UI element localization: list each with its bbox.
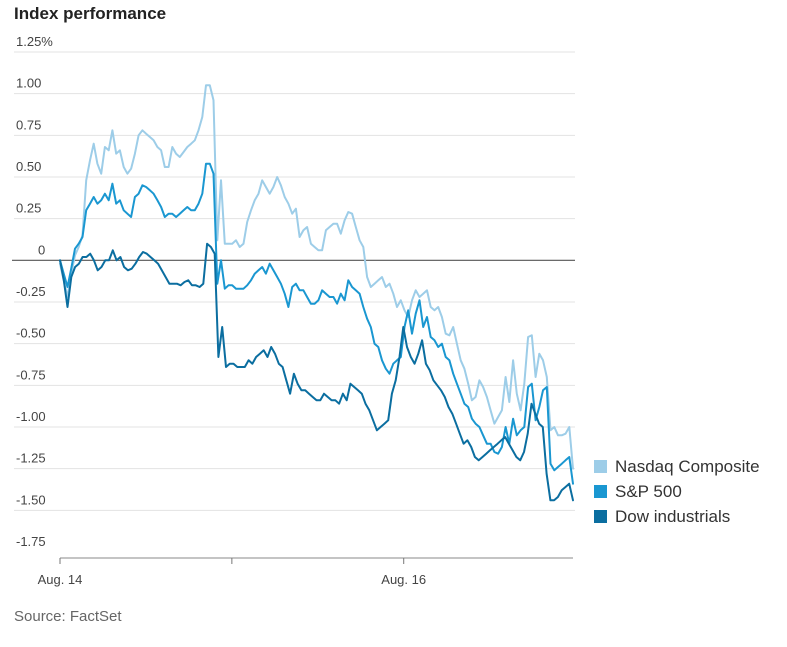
legend-label-dow-industrials: Dow industrials — [615, 507, 730, 526]
legend-label-s-p-500: S&P 500 — [615, 482, 682, 501]
series-line-dow-industrials — [59, 242, 574, 502]
legend-swatch-s-p-500 — [594, 485, 607, 498]
y-tick-label: -0.50 — [16, 326, 46, 341]
x-tick-label: Aug. 14 — [38, 572, 83, 587]
y-tick-label: 0.50 — [16, 159, 41, 174]
y-tick-label: -1.00 — [16, 409, 46, 424]
y-axis-ticks: 1.25% 1.00 0.75 0.50 0.25 0 -0.25 -0.50 -0.75 -1.… — [16, 34, 53, 549]
legend: Nasdaq Composite S&P 500 Dow industrials — [594, 457, 760, 526]
y-tick-label: 1.25% — [16, 34, 53, 49]
y-tick-label: -0.75 — [16, 367, 46, 382]
x-axis: Aug. 14 Aug. 16 — [38, 557, 573, 587]
x-tick-label: Aug. 16 — [381, 572, 426, 587]
y-tick-label: -1.75 — [16, 534, 46, 549]
y-tick-label: 0 — [38, 242, 45, 257]
legend-label-nasdaq-composite: Nasdaq Composite — [615, 457, 760, 476]
y-tick-label: -0.25 — [16, 284, 46, 299]
legend-swatch-nasdaq-composite — [594, 460, 607, 473]
source-note: Source: FactSet — [14, 608, 122, 625]
y-tick-label: 0.75 — [16, 117, 41, 132]
series-lines — [59, 84, 574, 502]
y-tick-label: -1.25 — [16, 451, 46, 466]
legend-swatch-dow-industrials — [594, 510, 607, 523]
series-line-s-p-500 — [59, 162, 574, 485]
series-line-nasdaq-composite — [59, 84, 574, 470]
chart-title: Index performance — [14, 4, 166, 23]
y-tick-label: -1.50 — [16, 492, 46, 507]
y-tick-label: 1.00 — [16, 76, 41, 91]
y-tick-label: 0.25 — [16, 201, 41, 216]
gridlines — [12, 51, 575, 511]
